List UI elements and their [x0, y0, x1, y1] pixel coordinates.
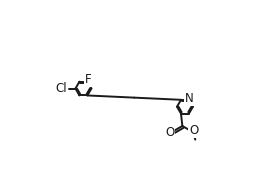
- Text: F: F: [85, 73, 91, 86]
- Text: O: O: [165, 126, 174, 139]
- Text: Cl: Cl: [55, 82, 67, 95]
- Text: N: N: [185, 92, 194, 105]
- Text: O: O: [189, 124, 199, 137]
